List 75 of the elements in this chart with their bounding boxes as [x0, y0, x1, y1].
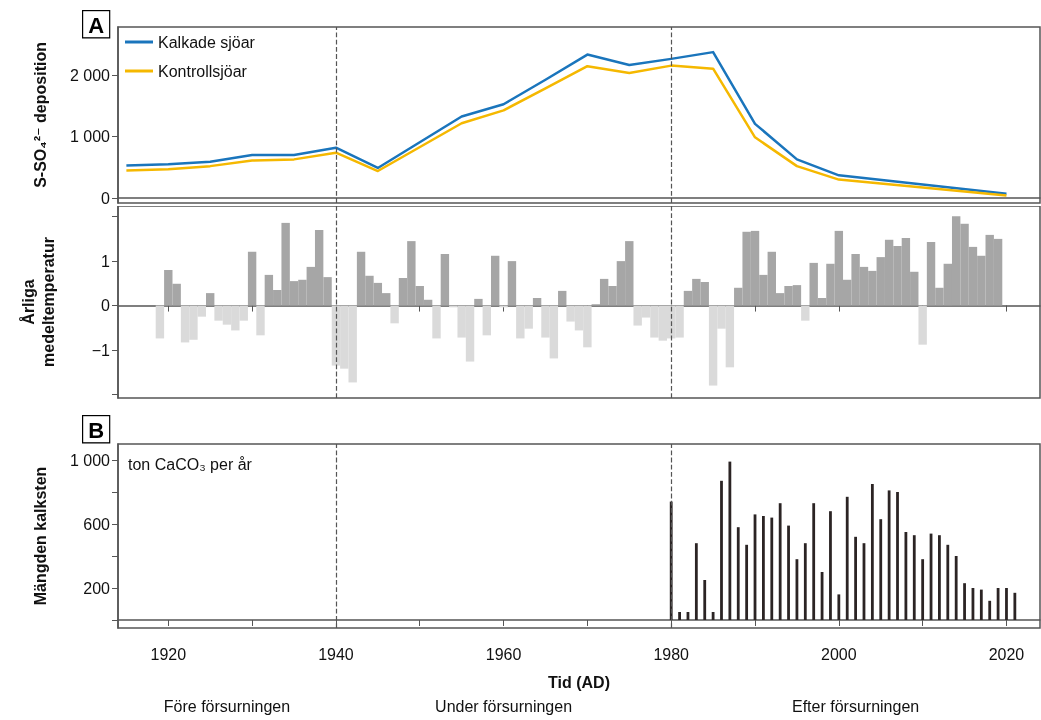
- y-tick-label: 1 000: [69, 451, 111, 469]
- bar: [778, 503, 782, 620]
- bar: [954, 556, 958, 620]
- bar: [988, 600, 992, 620]
- legend-label: Kontrollsjöar: [158, 62, 248, 80]
- y-tick-label: 600: [83, 515, 111, 533]
- bar: [921, 559, 925, 620]
- bar: [896, 492, 899, 620]
- bar: [887, 490, 891, 620]
- y-axis-title: Mängden kalksten: [31, 466, 49, 606]
- bar: [918, 305, 927, 345]
- text: Efter försurningen: [792, 697, 920, 715]
- text: Under försurningen: [435, 697, 573, 715]
- bar: [678, 612, 681, 620]
- y-tick-label: 0: [101, 297, 111, 315]
- bar: [474, 298, 483, 306]
- bar: [390, 305, 399, 324]
- legend-label: Kalkade sjöar: [158, 33, 256, 51]
- bar: [946, 544, 950, 620]
- bar: [256, 305, 265, 336]
- bar: [206, 293, 215, 306]
- bar: [879, 519, 883, 620]
- bar: [770, 517, 774, 620]
- y-tick-label: −1: [91, 341, 111, 359]
- x-axis-title: Tid (AD): [548, 673, 610, 691]
- text: B: [88, 417, 105, 443]
- bar: [694, 543, 698, 620]
- bar: [837, 594, 841, 620]
- x-tick-label: 1920: [150, 645, 187, 663]
- bar: [787, 525, 790, 620]
- bar: [720, 480, 723, 620]
- bar: [979, 589, 983, 620]
- bar: [1005, 588, 1008, 620]
- bar: [829, 511, 832, 620]
- text: Före försurningen: [163, 697, 291, 715]
- bar: [558, 290, 567, 306]
- text: A: [88, 12, 105, 38]
- bar: [703, 580, 707, 620]
- x-tick-label: 1980: [653, 645, 690, 663]
- bar: [812, 503, 816, 620]
- bar: [803, 543, 807, 620]
- bar: [870, 484, 874, 620]
- x-tick-label: 1940: [318, 645, 354, 663]
- bar: [247, 251, 257, 306]
- y-axis-title: S-SO₄²⁻ deposition: [31, 42, 49, 188]
- x-tick-label: 2020: [988, 645, 1025, 663]
- bar: [938, 535, 941, 620]
- bar: [432, 305, 441, 339]
- bar: [507, 261, 517, 306]
- y-tick-label: 200: [83, 579, 111, 597]
- x-tick-label: 2000: [821, 645, 857, 663]
- bar: [440, 254, 450, 306]
- y-tick-label: 1 000: [69, 128, 111, 146]
- y-tick-label: 2 000: [69, 66, 111, 84]
- bar: [762, 516, 765, 620]
- bar: [845, 496, 849, 620]
- bar: [711, 612, 715, 620]
- bar: [736, 527, 740, 620]
- bar: [904, 532, 908, 620]
- annotation: ton CaCO₃ per år: [128, 455, 253, 473]
- bar: [854, 536, 857, 620]
- bar: [1013, 592, 1017, 620]
- y-tick-label: 1: [101, 252, 111, 270]
- bar: [912, 535, 916, 620]
- y-axis-title: Årliga medeltemperatur: [18, 237, 57, 367]
- bar: [482, 305, 491, 336]
- bar: [963, 583, 966, 620]
- bar: [532, 298, 542, 306]
- y-tick-label: 0: [101, 189, 111, 207]
- bar: [490, 255, 500, 306]
- bar: [801, 305, 810, 321]
- bar: [155, 305, 165, 339]
- x-tick-label: 1960: [485, 645, 522, 663]
- bar: [728, 461, 732, 620]
- bar: [745, 544, 749, 620]
